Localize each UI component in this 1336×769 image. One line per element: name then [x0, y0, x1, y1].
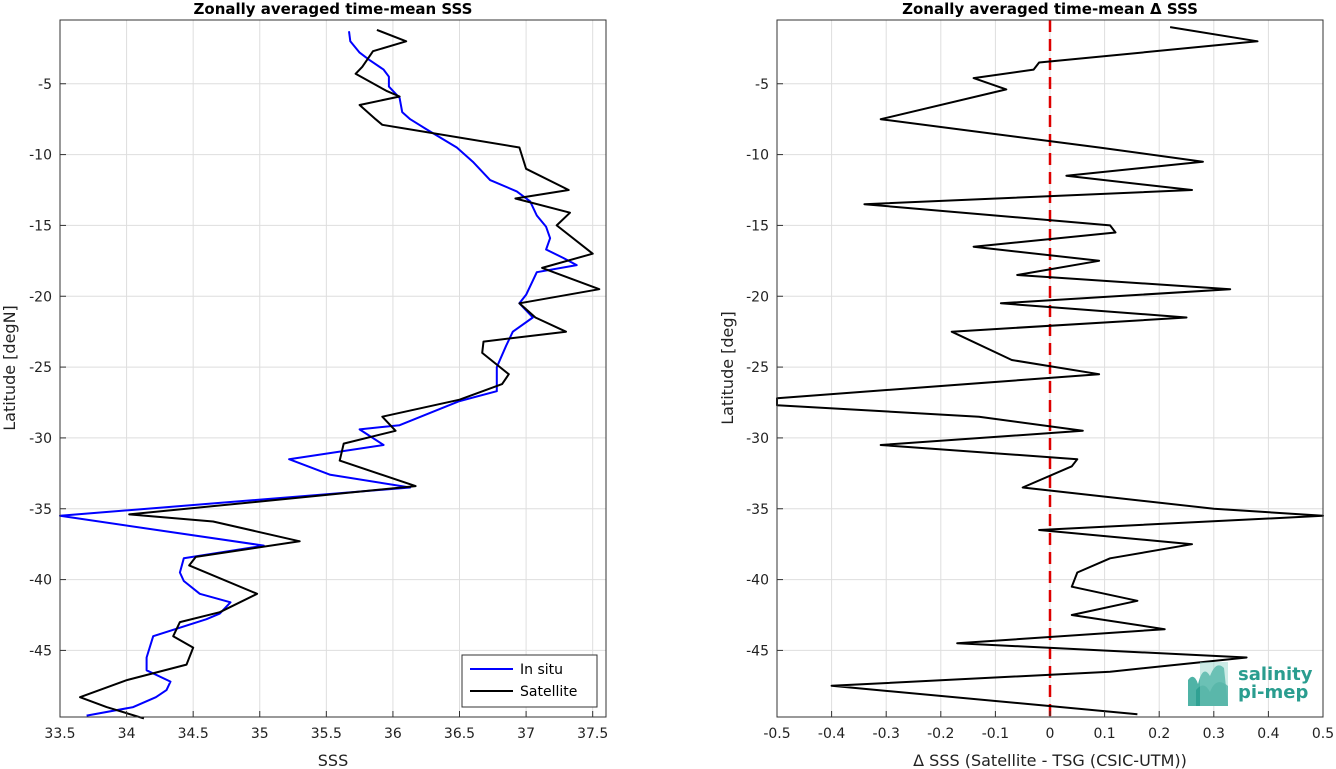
right-chart-title: Zonally averaged time-mean Δ SSS [902, 0, 1198, 18]
left-chart-title: Zonally averaged time-mean SSS [194, 0, 473, 18]
x-tick-label: -0.5 [763, 726, 790, 742]
left-y-axis-label: Latitude [degN] [0, 305, 19, 431]
legend-insitu-label: In situ [520, 662, 563, 678]
left-y-ticks: -5 -10 -15 -20 -25 -30 -35 -40 -45 [29, 77, 66, 659]
x-tick-label: 37 [517, 726, 535, 742]
salinity-pi-mep-logo: salinity pi-mep [1188, 662, 1313, 706]
right-x-axis-label: Δ SSS (Satellite - TSG (CSIC-UTM)) [913, 751, 1187, 769]
y-tick-label: -45 [29, 643, 52, 659]
left-plot-area [60, 20, 606, 717]
right-y-axis-label: Latitude [deg] [718, 311, 737, 425]
right-chart: Zonally averaged time-mean Δ SSS -0.5 -0.… [718, 0, 1334, 769]
x-tick-label: -0.4 [818, 726, 845, 742]
x-tick-label: 0.2 [1148, 726, 1170, 742]
y-tick-label: -20 [746, 289, 769, 305]
y-tick-label: -30 [29, 431, 52, 447]
x-tick-label: 0 [1046, 726, 1055, 742]
y-tick-label: -5 [755, 77, 769, 93]
logo-line2: pi-mep [1238, 682, 1308, 703]
left-chart: Zonally averaged time-mean SSS 33.5 34 34.… [0, 0, 608, 769]
y-tick-label: -45 [746, 643, 769, 659]
legend: In situ Satellite [461, 654, 598, 708]
in-situ-line [59, 31, 578, 717]
x-tick-label: 0.3 [1203, 726, 1225, 742]
right-x-ticks: -0.5 -0.4 -0.3 -0.2 -0.1 0 0.1 0.2 0.3 0.4 0.5 [763, 711, 1334, 742]
y-tick-label: -40 [746, 573, 769, 589]
right-series [776, 26, 1324, 716]
left-x-ticks: 33.5 34 34.5 35 35.5 36 36.5 37 37.5 [44, 711, 608, 742]
x-tick-label: 0.5 [1312, 726, 1334, 742]
x-tick-label: 35.5 [311, 726, 342, 742]
y-tick-label: -15 [29, 218, 52, 234]
x-tick-label: -0.1 [982, 726, 1009, 742]
y-tick-label: -10 [29, 148, 52, 164]
logo-line1: salinity [1238, 664, 1313, 685]
x-tick-label: 34 [118, 726, 136, 742]
y-tick-label: -30 [746, 431, 769, 447]
y-tick-label: -40 [29, 573, 52, 589]
legend-satellite-label: Satellite [520, 684, 577, 700]
x-tick-label: 33.5 [44, 726, 75, 742]
left-x-axis-label: SSS [318, 751, 348, 769]
y-tick-label: -15 [746, 218, 769, 234]
x-tick-label: 36.5 [444, 726, 475, 742]
right-y-ticks: -5 -10 -15 -20 -25 -30 -35 -40 -45 [746, 77, 783, 659]
y-tick-label: -20 [29, 289, 52, 305]
y-tick-label: -25 [29, 360, 52, 376]
delta-sss-line [776, 26, 1324, 716]
left-series [59, 28, 601, 720]
satellite-line [79, 28, 601, 720]
x-tick-label: -0.3 [873, 726, 900, 742]
left-grid [59, 20, 606, 717]
y-tick-label: -35 [746, 502, 769, 518]
y-tick-label: -5 [38, 77, 52, 93]
y-tick-label: -35 [29, 502, 52, 518]
x-tick-label: 0.1 [1093, 726, 1115, 742]
x-tick-label: 34.5 [178, 726, 209, 742]
y-tick-label: -10 [746, 148, 769, 164]
x-tick-label: 36 [384, 726, 402, 742]
y-tick-label: -25 [746, 360, 769, 376]
x-tick-label: -0.2 [927, 726, 954, 742]
x-tick-label: 37.5 [577, 726, 608, 742]
left-plot-frame [59, 19, 607, 718]
legend-box [461, 654, 598, 708]
x-tick-label: 35 [251, 726, 269, 742]
x-tick-label: 0.4 [1257, 726, 1279, 742]
wave-logo-icon [1188, 662, 1228, 706]
